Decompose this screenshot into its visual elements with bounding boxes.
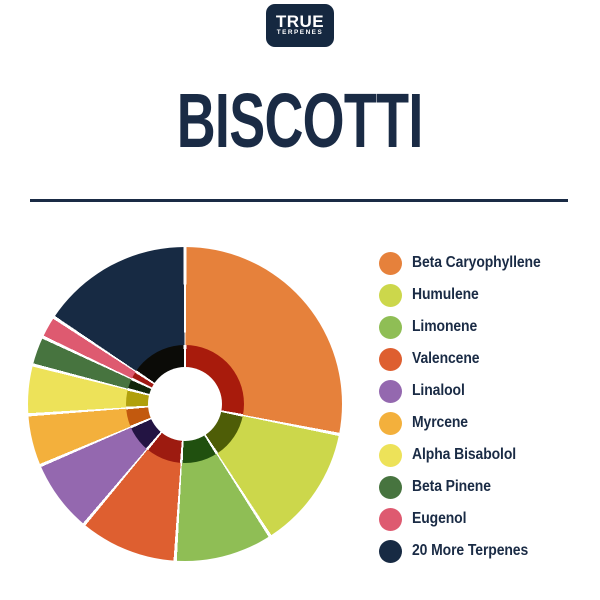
legend-item: Myrcene — [379, 407, 555, 439]
legend-label: Beta Caryophyllene — [412, 254, 541, 271]
legend-item: 20 More Terpenes — [379, 535, 555, 567]
brand-wordmark-subtext: TERPENES — [276, 29, 324, 36]
divider-rule — [30, 199, 568, 202]
legend-swatch-icon — [379, 443, 402, 467]
legend-label: Beta Pinene — [412, 478, 491, 495]
legend-swatch-icon — [379, 283, 402, 307]
legend-label: Eugenol — [412, 510, 467, 527]
brand-wordmark: TRUE — [275, 12, 325, 31]
legend-item: Limonene — [379, 311, 555, 343]
brand-logo: TRUE TERPENES — [266, 4, 334, 47]
chart-legend: Beta Caryophyllene Humulene Limonene Valenc… — [379, 247, 555, 567]
legend-label: Humulene — [412, 286, 479, 303]
legend-item: Humulene — [379, 279, 555, 311]
legend-swatch-icon — [379, 475, 402, 499]
legend-item: Alpha Bisabolol — [379, 439, 555, 471]
legend-swatch-icon — [379, 347, 402, 371]
terpene-donut-chart — [28, 247, 342, 561]
legend-item: Eugenol — [379, 503, 555, 535]
legend-swatch-icon — [379, 251, 402, 275]
legend-label: Limonene — [412, 318, 478, 335]
legend-swatch-icon — [379, 507, 402, 531]
legend-item: Linalool — [379, 375, 555, 407]
legend-label: Linalool — [412, 382, 465, 399]
legend-swatch-icon — [379, 411, 402, 435]
legend-item: Valencene — [379, 343, 555, 375]
legend-label: Myrcene — [412, 414, 468, 431]
legend-label: Alpha Bisabolol — [412, 446, 517, 463]
legend-item: Beta Caryophyllene — [379, 247, 555, 279]
page-title: BISCOTTI — [0, 83, 600, 160]
page-title-text: BISCOTTI — [177, 78, 424, 164]
legend-label: 20 More Terpenes — [412, 542, 529, 559]
legend-label: Valencene — [412, 350, 480, 367]
legend-swatch-icon — [379, 315, 402, 339]
legend-swatch-icon — [379, 539, 402, 563]
legend-swatch-icon — [379, 379, 402, 403]
donut-center-hole — [148, 367, 222, 441]
legend-item: Beta Pinene — [379, 471, 555, 503]
